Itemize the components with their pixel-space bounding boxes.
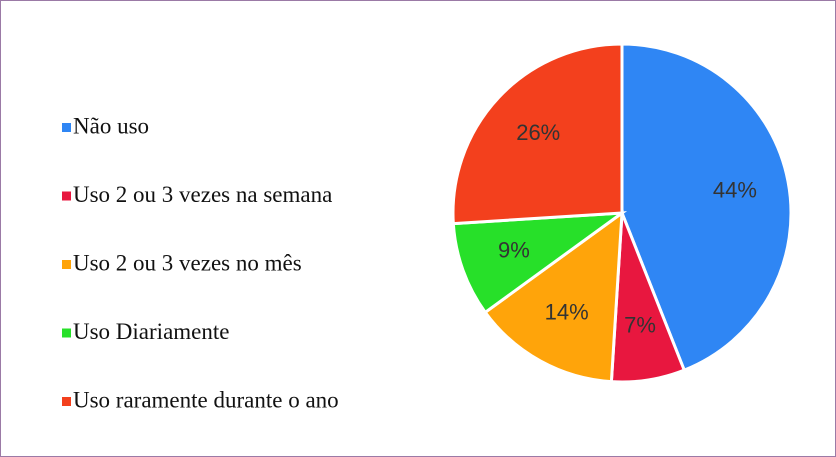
legend-swatch [62, 123, 71, 132]
slice-label: 9% [498, 238, 530, 263]
legend-swatch [62, 260, 71, 269]
slice-label: 7% [624, 312, 656, 337]
legend-label: Uso 2 ou 3 vezes na semana [73, 182, 332, 207]
legend-swatch [62, 191, 71, 201]
pie-slice [483, 209, 624, 384]
pie-slice [451, 42, 624, 226]
slice-label: 26% [516, 120, 560, 145]
slice-label: 44% [713, 177, 757, 202]
legend-label: Uso raramente durante o ano [73, 387, 339, 412]
pie-slice [451, 211, 628, 315]
legend-label: Uso Diariamente [73, 319, 229, 344]
legend-label: Uso 2 ou 3 vezes no mês [73, 250, 302, 275]
pie-slice [620, 42, 793, 373]
legend-swatch [62, 328, 71, 338]
legend-label: Não uso [73, 113, 149, 138]
legend-swatch [62, 397, 71, 406]
slice-label: 14% [545, 300, 589, 325]
